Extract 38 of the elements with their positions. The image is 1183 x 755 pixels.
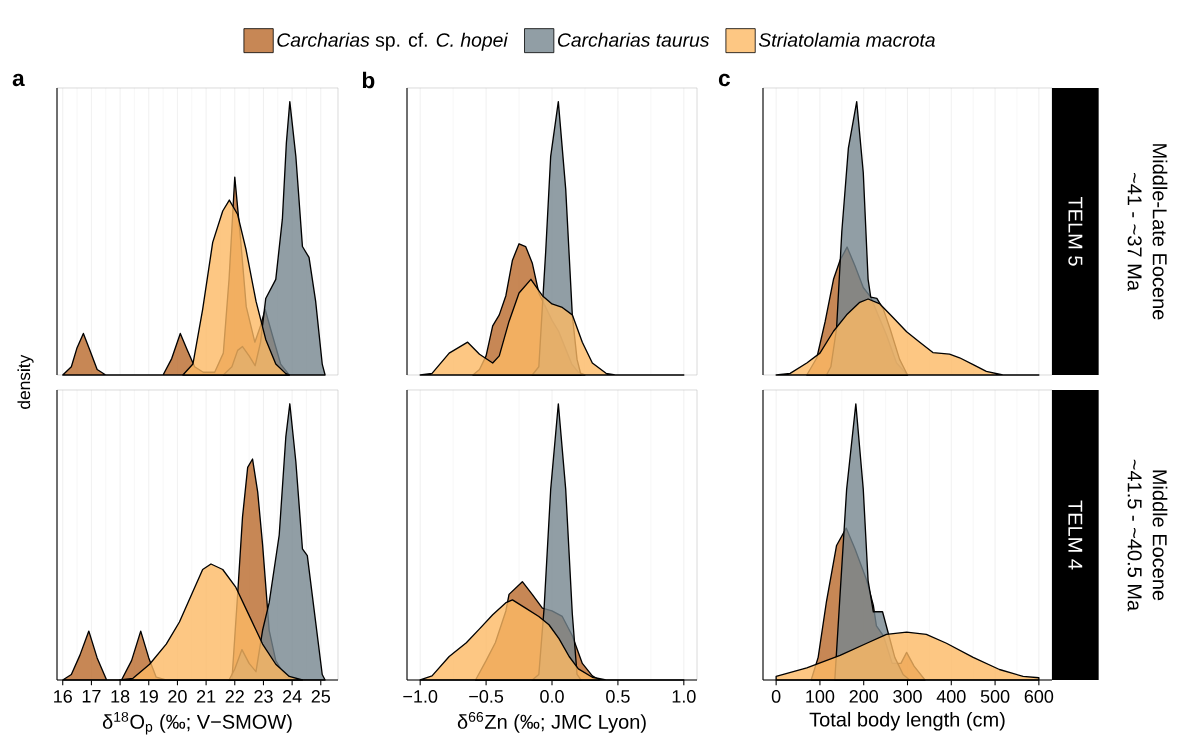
text: ~41 - ~37 Ma — [1127, 172, 1142, 291]
legend-label: Carcharias sp. cf. C. hopei — [277, 32, 509, 51]
x-tick-label: 0.5 — [606, 690, 630, 703]
x-tick-label: 0 — [771, 690, 781, 703]
x-tick-label: 24 — [283, 690, 302, 703]
x-axis-title: Total body length (cm) — [809, 711, 1005, 731]
x-tick-label: 400 — [936, 690, 966, 703]
x-tick-label: 25 — [311, 690, 331, 703]
x-tick-label: 21 — [196, 690, 216, 703]
x-tick-label: 19 — [140, 690, 158, 703]
x-tick-label: 300 — [893, 690, 922, 703]
chart-title: b — [362, 71, 375, 89]
text: Middle Eocene — [1152, 470, 1168, 601]
text: TELM 5 — [1068, 196, 1083, 266]
x-tick-label: 16 — [54, 690, 72, 703]
x-tick-label: 500 — [980, 690, 1010, 703]
chart-title: a — [12, 73, 25, 87]
x-tick-label: −1.0 — [403, 690, 438, 703]
x-tick-label: 100 — [806, 690, 835, 703]
x-axis-title: δ$^{66}$Zn (‰; JMC Lyon) — [457, 711, 646, 733]
chart-title: c — [718, 73, 730, 87]
x-tick-label: 23 — [254, 690, 273, 703]
text: TELM 4 — [1068, 500, 1083, 570]
x-tick-label: −0.5 — [469, 690, 504, 703]
x-tick-label: 0.0 — [540, 690, 564, 703]
text: Middle-Late Eocene — [1152, 144, 1168, 320]
x-tick-label: 17 — [82, 690, 101, 703]
legend-label: Carcharias taurus — [557, 32, 710, 47]
x-tick-label: 600 — [1024, 690, 1054, 703]
x-axis-title: δ$^{18}$O$_{p}$ (‰; V−SMOW) — [102, 711, 292, 735]
x-tick-label: 1.0 — [672, 690, 696, 703]
x-tick-label: 200 — [849, 690, 879, 703]
legend-label: Striatolamia macrota — [758, 32, 935, 47]
text: ~41.5 - ~40.5 Ma — [1127, 459, 1142, 612]
y-axis-title: density — [17, 354, 34, 409]
x-tick-label: 18 — [111, 690, 130, 703]
x-tick-label: 22 — [225, 690, 244, 703]
x-tick-label: 20 — [168, 690, 187, 703]
